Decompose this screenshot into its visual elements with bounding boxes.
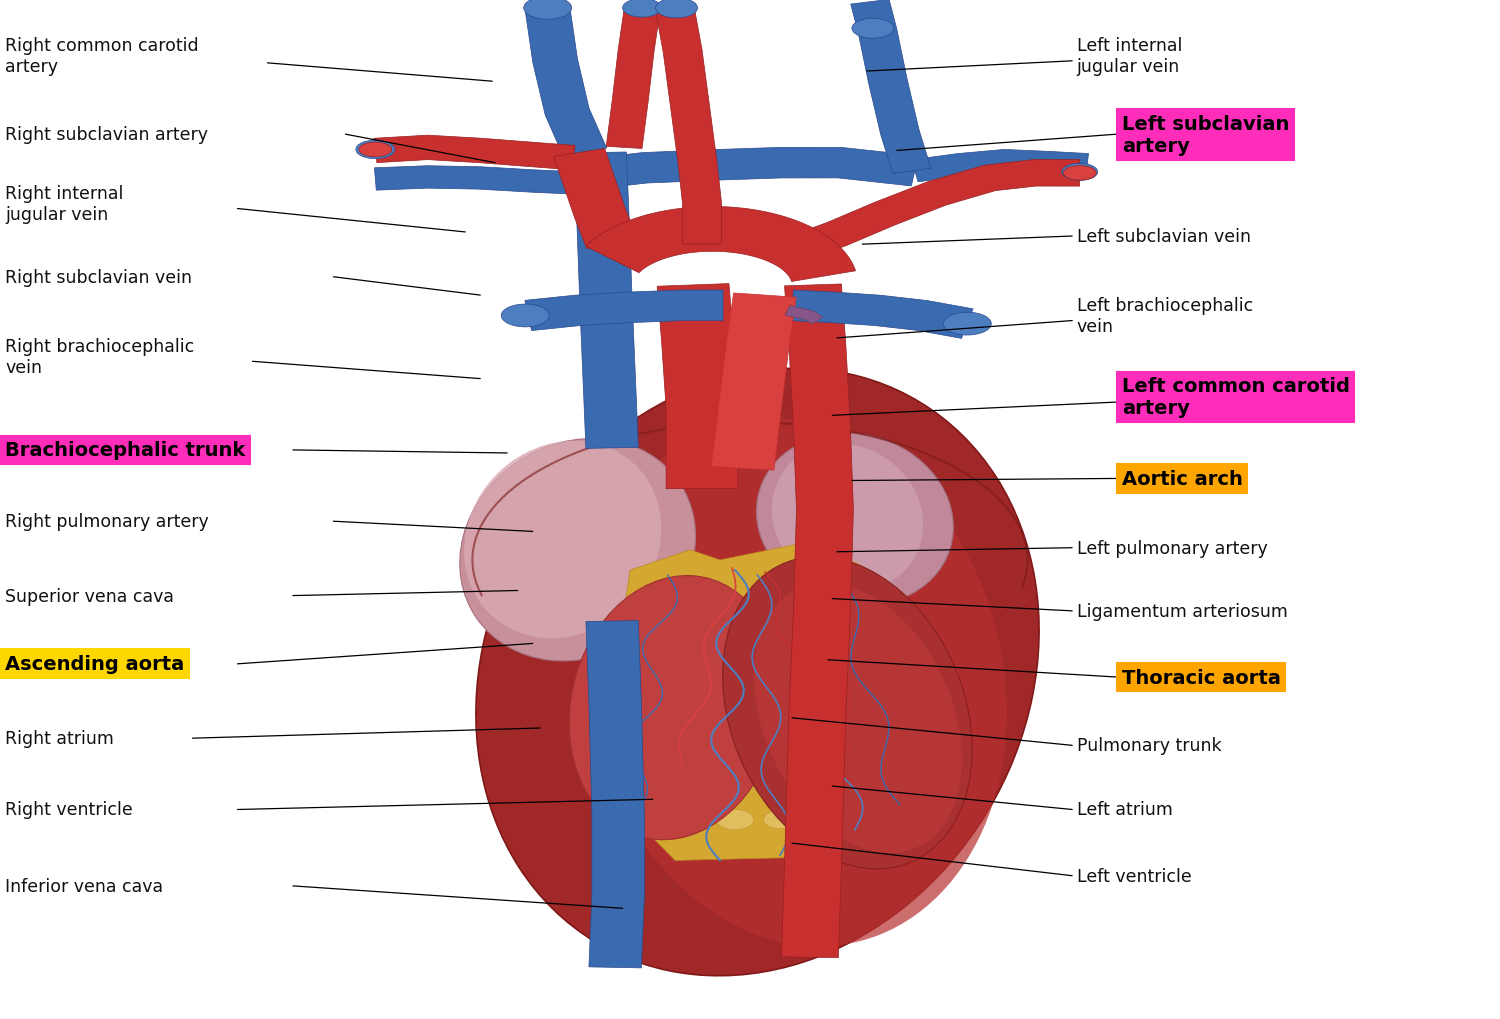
Polygon shape (622, 739, 922, 861)
Ellipse shape (729, 761, 771, 787)
Text: Ascending aorta: Ascending aorta (4, 654, 184, 674)
Ellipse shape (464, 441, 662, 639)
Ellipse shape (524, 0, 572, 20)
Polygon shape (656, 9, 722, 245)
Ellipse shape (944, 313, 992, 335)
Polygon shape (657, 284, 738, 489)
Text: Right internal
jugular vein: Right internal jugular vein (4, 184, 123, 223)
Text: Inferior vena cava: Inferior vena cava (4, 877, 164, 895)
Ellipse shape (651, 652, 684, 673)
Text: Thoracic aorta: Thoracic aorta (1122, 667, 1281, 687)
Text: Ligamentum arteriosum: Ligamentum arteriosum (1077, 602, 1287, 621)
Polygon shape (597, 148, 918, 189)
Polygon shape (586, 621, 645, 968)
Text: Superior vena cava: Superior vena cava (4, 587, 174, 605)
Ellipse shape (476, 369, 1040, 976)
Text: Right common carotid
artery: Right common carotid artery (4, 38, 200, 76)
Text: Left ventricle: Left ventricle (1077, 867, 1191, 884)
Text: Left atrium: Left atrium (1077, 801, 1173, 818)
Ellipse shape (753, 583, 962, 853)
Ellipse shape (698, 610, 735, 633)
Ellipse shape (622, 0, 662, 18)
Polygon shape (586, 207, 855, 282)
Text: Left brachiocephalic
vein: Left brachiocephalic vein (1077, 297, 1252, 335)
Text: Aortic arch: Aortic arch (1122, 470, 1242, 488)
Polygon shape (622, 545, 870, 703)
Text: Right subclavian vein: Right subclavian vein (4, 268, 192, 286)
Polygon shape (525, 290, 723, 331)
Text: Right pulmonary artery: Right pulmonary artery (4, 513, 209, 531)
Text: Right brachiocephalic
vein: Right brachiocephalic vein (4, 337, 195, 376)
Ellipse shape (674, 806, 706, 824)
Polygon shape (374, 136, 574, 170)
Ellipse shape (656, 0, 698, 18)
Ellipse shape (654, 761, 696, 787)
Ellipse shape (669, 585, 711, 607)
Text: Left subclavian vein: Left subclavian vein (1077, 228, 1251, 246)
Text: Left pulmonary artery: Left pulmonary artery (1077, 539, 1268, 557)
Ellipse shape (717, 810, 753, 830)
Ellipse shape (356, 141, 395, 160)
Polygon shape (525, 9, 606, 158)
Text: Right ventricle: Right ventricle (4, 801, 134, 818)
Text: Left internal
jugular vein: Left internal jugular vein (1077, 38, 1182, 76)
Ellipse shape (1064, 166, 1096, 181)
Ellipse shape (808, 764, 842, 785)
Polygon shape (606, 9, 660, 150)
Polygon shape (790, 290, 974, 339)
Ellipse shape (723, 557, 972, 869)
Ellipse shape (636, 596, 669, 616)
Ellipse shape (852, 19, 894, 39)
Polygon shape (711, 293, 797, 471)
Ellipse shape (771, 444, 922, 591)
Ellipse shape (726, 619, 768, 644)
Polygon shape (375, 166, 579, 195)
Text: Brachiocephalic trunk: Brachiocephalic trunk (4, 441, 246, 460)
Polygon shape (782, 284, 853, 958)
Polygon shape (850, 0, 932, 174)
Polygon shape (784, 307, 822, 325)
Text: Pulmonary trunk: Pulmonary trunk (1077, 737, 1221, 755)
Polygon shape (574, 153, 639, 449)
Ellipse shape (756, 434, 954, 605)
Polygon shape (554, 150, 638, 250)
Ellipse shape (660, 623, 705, 651)
Text: Left subclavian
artery: Left subclavian artery (1122, 114, 1288, 156)
Ellipse shape (847, 781, 877, 799)
Ellipse shape (568, 576, 782, 840)
Ellipse shape (694, 779, 732, 801)
Ellipse shape (764, 601, 796, 622)
Ellipse shape (501, 305, 549, 327)
Ellipse shape (584, 419, 1006, 947)
Text: Left common carotid
artery: Left common carotid artery (1122, 377, 1350, 418)
Polygon shape (786, 160, 1080, 262)
Polygon shape (912, 150, 1089, 182)
Text: Right atrium: Right atrium (4, 730, 114, 748)
Ellipse shape (460, 439, 696, 661)
Ellipse shape (687, 648, 717, 666)
Ellipse shape (764, 811, 796, 829)
Ellipse shape (358, 143, 392, 158)
Text: Right subclavian artery: Right subclavian artery (4, 126, 209, 144)
Ellipse shape (768, 779, 806, 801)
Ellipse shape (1062, 164, 1098, 181)
Ellipse shape (790, 615, 828, 638)
